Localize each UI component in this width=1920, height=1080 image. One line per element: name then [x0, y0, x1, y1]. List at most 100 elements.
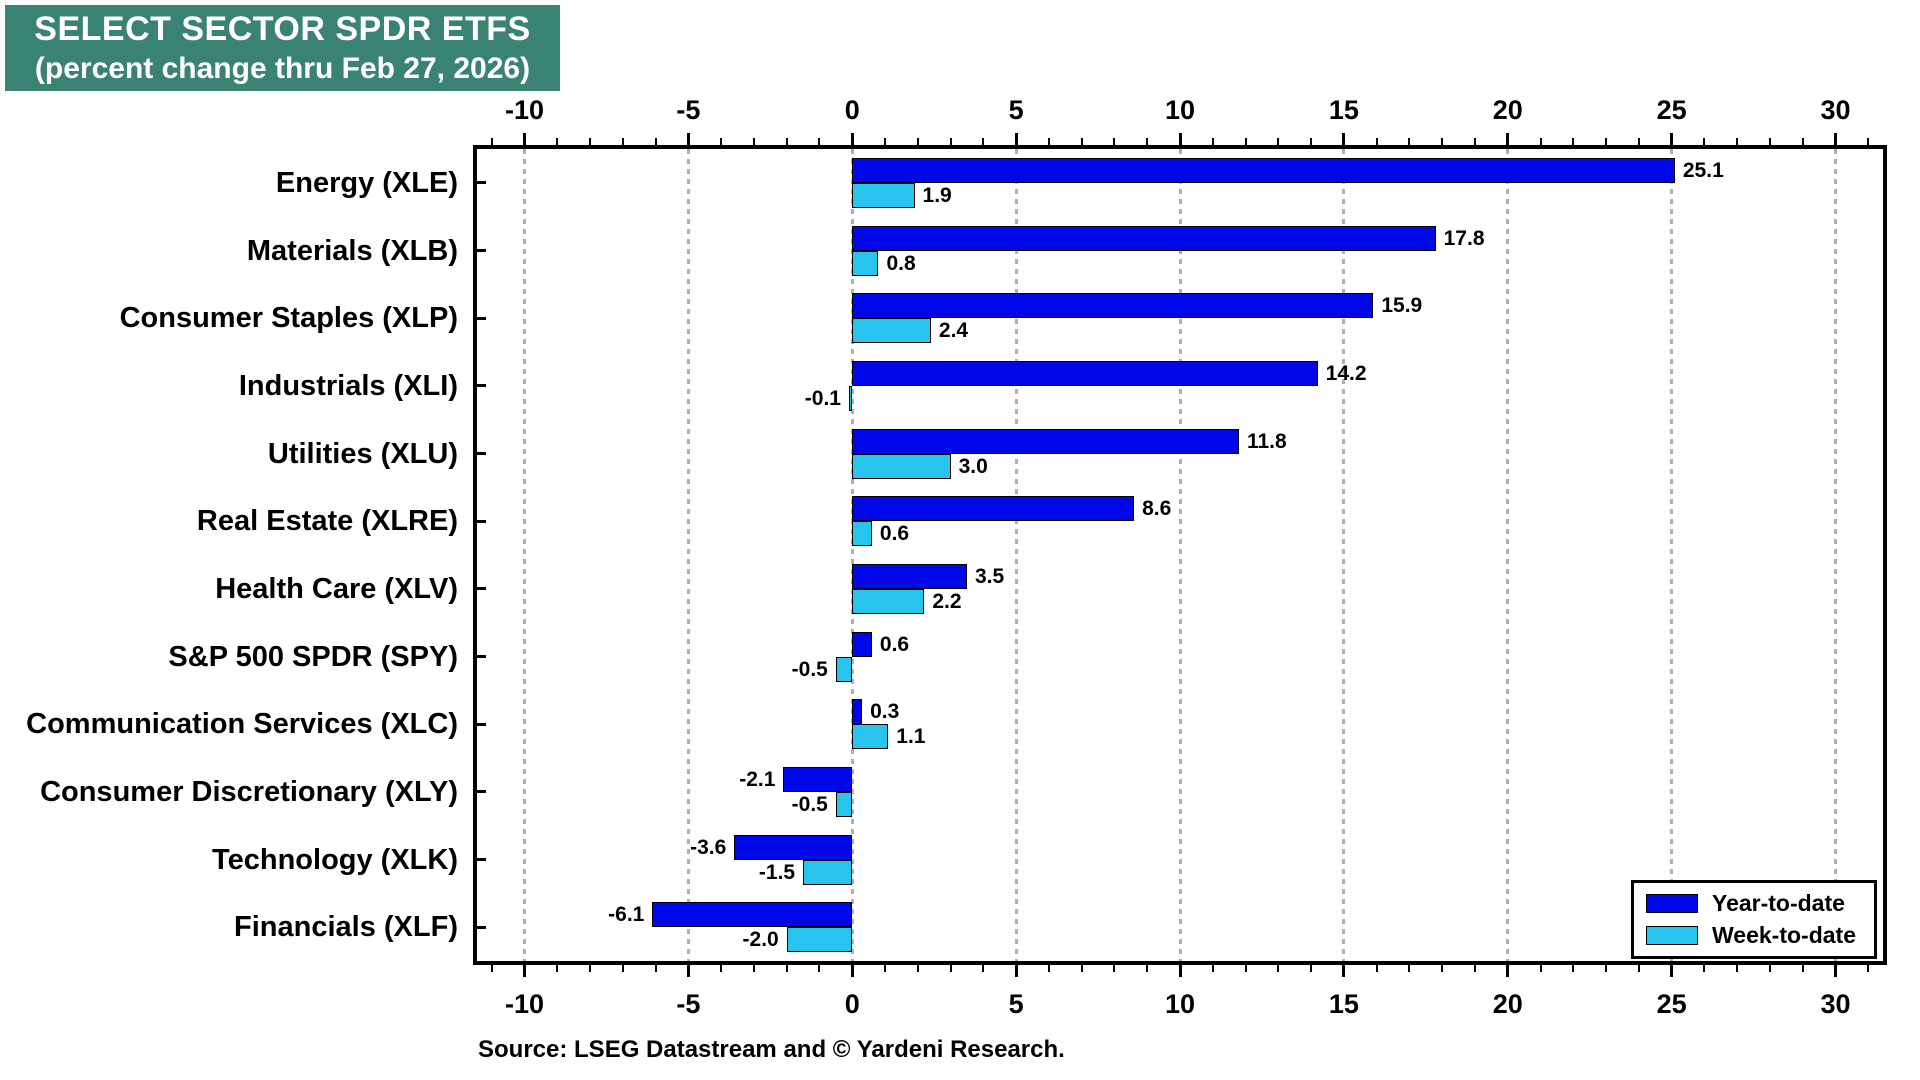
x-axis-minor-tick: [1637, 138, 1640, 145]
y-axis-category-tick: [477, 384, 486, 388]
y-axis-category-tick: [477, 519, 486, 523]
x-axis-minor-tick: [1539, 138, 1542, 145]
x-axis-tick-label: 30: [1820, 989, 1851, 1019]
week-to-date-swatch: [1646, 926, 1698, 945]
x-axis-major-tick: [1506, 133, 1510, 145]
plot-area: Year-to-date Week-to-date -10 -10 -5 -5 0 0 5 5 1…: [473, 95, 1887, 1019]
week-to-date-bar: [835, 791, 853, 817]
week-to-date-bar: [852, 318, 931, 344]
bar-value-label: -6.1: [608, 903, 645, 927]
week-to-date-bar: [848, 385, 853, 411]
x-axis-minor-tick: [1572, 138, 1575, 145]
year-to-date-bar: [652, 902, 853, 928]
x-axis-minor-tick: [1277, 965, 1280, 972]
bar-value-label: -0.1: [804, 386, 841, 410]
x-axis-minor-tick: [982, 138, 985, 145]
bar-value-label: 14.2: [1325, 361, 1367, 385]
bar-value-label: 1.1: [896, 725, 926, 749]
bar-value-label: -0.5: [791, 657, 828, 681]
category-label: S&P 500 SPDR (SPY): [168, 640, 458, 673]
y-axis-category-tick: [477, 858, 486, 861]
x-axis-major-tick: [850, 965, 854, 977]
x-axis-minor-tick: [1539, 965, 1542, 972]
x-axis-major-tick: [686, 965, 690, 977]
week-to-date-bar: [852, 521, 872, 547]
year-to-date-swatch: [1646, 894, 1698, 913]
x-axis-minor-tick: [490, 138, 493, 145]
category-label: Communication Services (XLC): [26, 708, 458, 741]
y-axis-category-tick: [477, 655, 486, 658]
x-axis-tick-label: 0: [844, 95, 860, 125]
x-axis-minor-tick: [1441, 138, 1444, 145]
bar-value-label: -2.0: [742, 928, 779, 952]
x-axis-minor-tick: [1473, 965, 1476, 972]
bar-value-label: 0.6: [879, 632, 910, 656]
x-axis-minor-tick: [916, 965, 919, 972]
x-axis-major-tick: [1178, 133, 1182, 145]
x-axis-tick-label: 30: [1820, 95, 1851, 125]
bar-value-label: 2.4: [938, 319, 969, 343]
x-axis-major-tick: [850, 133, 854, 145]
x-axis-minor-tick: [1768, 138, 1771, 145]
bar-value-label: -1.5: [758, 860, 796, 884]
x-axis-major-tick: [1014, 965, 1018, 977]
legend-label: Week-to-date: [1712, 922, 1856, 948]
category-label: Energy (XLE): [275, 166, 458, 199]
x-axis-tick-label: 10: [1164, 989, 1196, 1019]
x-axis-minor-tick: [1375, 138, 1378, 145]
category-label: Financials (XLF): [234, 911, 458, 944]
y-axis-category-tick: [477, 722, 486, 726]
x-axis-tick-label: 20: [1492, 989, 1523, 1019]
x-axis-major-tick: [1670, 965, 1674, 977]
x-axis-minor-tick: [884, 965, 887, 972]
x-axis-minor-tick: [1801, 138, 1804, 145]
x-axis-minor-tick: [1408, 965, 1411, 972]
x-axis-minor-tick: [621, 965, 624, 972]
gridline: [850, 149, 854, 961]
year-to-date-bar: [852, 293, 1374, 319]
year-to-date-bar: [852, 699, 863, 725]
x-axis-minor-tick: [818, 965, 821, 972]
y-axis-category-tick: [477, 587, 486, 591]
gridline: [1342, 149, 1346, 961]
year-to-date-bar: [852, 631, 872, 657]
source-attribution: Source: LSEG Datastream and © Yardeni Re…: [478, 1036, 1065, 1063]
bar-value-label: 0.8: [886, 251, 916, 275]
x-axis-minor-tick: [1375, 965, 1378, 972]
x-axis-minor-tick: [1867, 138, 1870, 145]
x-axis-minor-tick: [1310, 965, 1313, 972]
bar-value-label: -3.6: [690, 835, 727, 859]
category-label: Industrials (XLI): [238, 369, 458, 402]
bar-value-label: 3.5: [974, 564, 1005, 588]
year-to-date-bar: [852, 563, 967, 589]
category-label: Consumer Discretionary (XLY): [40, 775, 458, 808]
x-axis-minor-tick: [654, 965, 657, 972]
x-axis-minor-tick: [752, 965, 755, 972]
x-axis-minor-tick: [1277, 138, 1280, 145]
x-axis-minor-tick: [1244, 965, 1247, 972]
gridline: [523, 149, 527, 961]
year-to-date-bar: [852, 360, 1318, 386]
x-axis-major-tick: [523, 133, 527, 145]
x-axis-major-tick: [1833, 965, 1837, 977]
x-axis-tick-label: -5: [676, 95, 701, 125]
category-label: Materials (XLB): [246, 234, 458, 267]
x-axis-minor-tick: [589, 965, 592, 972]
x-axis-minor-tick: [556, 965, 559, 972]
x-axis-tick-label: -10: [505, 95, 545, 125]
x-axis-tick-label: 15: [1328, 989, 1359, 1019]
bar-value-label: 15.9: [1381, 294, 1423, 318]
x-axis-minor-tick: [589, 138, 592, 145]
x-axis-minor-tick: [1146, 965, 1149, 972]
year-to-date-bar: [852, 225, 1436, 251]
x-axis-minor-tick: [654, 138, 657, 145]
chart-subtitle: (percent change thru Feb 27, 2026): [34, 52, 531, 85]
bar-value-label: 2.2: [932, 589, 962, 613]
x-axis-minor-tick: [752, 138, 755, 145]
x-axis-minor-tick: [1768, 965, 1771, 972]
bar-value-label: 8.6: [1142, 497, 1172, 521]
x-axis-minor-tick: [1473, 138, 1476, 145]
legend-item: Year-to-date: [1646, 891, 1856, 916]
x-axis-minor-tick: [949, 138, 952, 145]
